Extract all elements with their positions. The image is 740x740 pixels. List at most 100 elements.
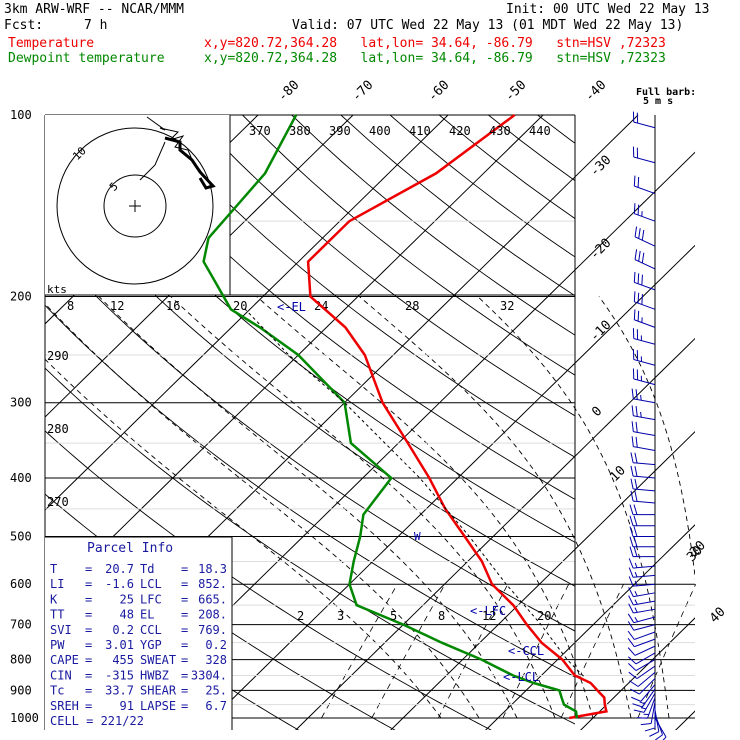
dry-adiabat-line bbox=[45, 115, 575, 543]
parcel-info-title: Parcel Info bbox=[87, 541, 173, 556]
isotherm-label: -60 bbox=[425, 78, 452, 105]
wind-barb-staff bbox=[633, 415, 656, 421]
wind-barb-staff bbox=[634, 185, 656, 195]
init-time: Init: 00 UTC Wed 22 May 13 bbox=[506, 2, 710, 17]
parcel-info-value: 18.3 bbox=[198, 562, 227, 576]
parcel-info-value: 33.7 bbox=[105, 684, 134, 698]
parcel-info-value: 6.7 bbox=[205, 699, 227, 713]
profile-parcel bbox=[242, 306, 584, 677]
hodograph-kts-label: kts bbox=[47, 283, 67, 296]
hodograph-speed-label: 16 bbox=[166, 299, 180, 313]
wind-barb-flag bbox=[628, 567, 634, 578]
wind-barb-flag bbox=[634, 478, 638, 490]
mixing-ratio-label: 12 bbox=[482, 609, 496, 623]
wind-barb-staff bbox=[634, 645, 656, 656]
parcel-info-eq: = bbox=[85, 638, 92, 652]
parcel-info-key: PW bbox=[50, 638, 65, 652]
parcel-info-key: CAPE bbox=[50, 653, 79, 667]
wind-barb-staff bbox=[634, 638, 656, 648]
theta-left-label: 270 bbox=[47, 495, 69, 509]
isotherm-label: -40 bbox=[582, 78, 609, 105]
wind-barb-flag bbox=[629, 515, 634, 526]
dry-adiabat-line bbox=[45, 177, 575, 587]
wind-barb-staff bbox=[634, 281, 656, 291]
isotherm-label: -50 bbox=[502, 78, 529, 105]
wind-barb-flag bbox=[635, 436, 638, 448]
parcel-info-eq: = bbox=[181, 577, 188, 591]
wind-barb-staff bbox=[634, 213, 656, 222]
wind-barb-flag bbox=[630, 452, 634, 463]
wind-barb-flag bbox=[628, 663, 637, 671]
parcel-info-cell: CELL = 221/22 bbox=[50, 714, 144, 728]
dry-adiabat-line bbox=[340, 115, 575, 297]
wind-barb-flag bbox=[633, 175, 636, 187]
wind-barb-flag bbox=[627, 638, 635, 647]
dry-adiabat-line bbox=[193, 115, 575, 417]
parcel-info-key: SVI bbox=[50, 623, 72, 637]
wind-barb-flag bbox=[637, 310, 640, 322]
wind-barb-staff bbox=[634, 301, 656, 310]
wind-barb-flag bbox=[641, 274, 643, 286]
parcel-info-key: YGP bbox=[140, 638, 162, 652]
wind-barb-flag bbox=[640, 722, 652, 726]
wind-barb-flag bbox=[629, 546, 634, 557]
profile-temperature bbox=[306, 113, 608, 720]
pressure-tick-label: 1000 bbox=[10, 711, 39, 725]
theta-label: 410 bbox=[409, 124, 431, 138]
hodograph-background bbox=[45, 115, 230, 295]
parcel-info-value: -315 bbox=[105, 668, 134, 682]
wind-barb-flag bbox=[628, 671, 638, 680]
wind-barb-flag bbox=[641, 229, 645, 241]
wind-barb-flag bbox=[633, 291, 636, 302]
wind-barb-staff bbox=[639, 678, 656, 695]
wind-barb-flag bbox=[644, 727, 656, 732]
valid-time: Valid: 07 UTC Wed 22 May 13 (01 MDT Wed … bbox=[292, 18, 684, 33]
wind-barb-half-flag bbox=[640, 395, 642, 401]
hodograph-ring bbox=[56, 127, 214, 285]
theta-label: 440 bbox=[529, 124, 551, 138]
dry-adiabat-line bbox=[636, 115, 740, 731]
parcel-info-key: T bbox=[50, 562, 57, 576]
theta-left-label: 290 bbox=[47, 349, 69, 363]
temperature-legend: Temperature bbox=[8, 36, 95, 51]
fcst-value: 7 h bbox=[84, 18, 108, 33]
wind-barb-half-flag bbox=[640, 707, 647, 710]
moist-adiabat-line bbox=[477, 296, 670, 719]
wind-barb-staff bbox=[633, 338, 656, 345]
parcel-info-key: K bbox=[50, 592, 58, 606]
parcel-info-key: Tc bbox=[50, 684, 64, 698]
mixing-ratio-label: 5 bbox=[390, 609, 397, 623]
wind-barb-flag bbox=[631, 421, 634, 432]
moist-adiabat-line bbox=[45, 358, 442, 719]
wind-barb-flag bbox=[630, 478, 634, 490]
parcel-info-eq: = bbox=[181, 653, 188, 667]
wind-barb-staff bbox=[637, 671, 656, 687]
isotherm-line bbox=[580, 617, 695, 730]
hodograph-speed-label: 8 bbox=[67, 299, 74, 313]
wind-barb-flag bbox=[629, 536, 634, 547]
parcel-info-key: SREH bbox=[50, 699, 79, 713]
parcel-info-eq: = bbox=[181, 608, 188, 622]
parcel-info-key: CCL bbox=[140, 623, 162, 637]
wind-barb-flag bbox=[638, 228, 641, 239]
wind-barb-flag bbox=[630, 688, 640, 695]
wind-barb-half-flag bbox=[634, 616, 639, 622]
wind-barb-staff bbox=[633, 359, 656, 366]
mixing-ratio-label: 3 bbox=[337, 609, 344, 623]
parcel-info-eq: = bbox=[181, 684, 188, 698]
level-marker: <-EL bbox=[277, 300, 306, 314]
wind-barb-half-flag bbox=[634, 591, 638, 597]
wind-barb-flag bbox=[631, 436, 634, 447]
model-title: 3km ARW-WRF -- NCAR/MMM bbox=[4, 2, 185, 17]
theta-label: 420 bbox=[449, 124, 471, 138]
wind-barb-flag bbox=[627, 621, 635, 631]
parcel-info-key: Td bbox=[140, 562, 154, 576]
wind-barb-staff bbox=[635, 659, 656, 671]
parcel-info-key: TT bbox=[50, 608, 64, 622]
wind-barb-half-flag bbox=[634, 607, 638, 613]
parcel-info-value: 455 bbox=[112, 653, 134, 667]
dry-adiabat-line bbox=[685, 115, 740, 731]
parcel-info-value: 0.2 bbox=[205, 638, 227, 652]
barb-legend-title: Full barb: bbox=[636, 87, 696, 98]
